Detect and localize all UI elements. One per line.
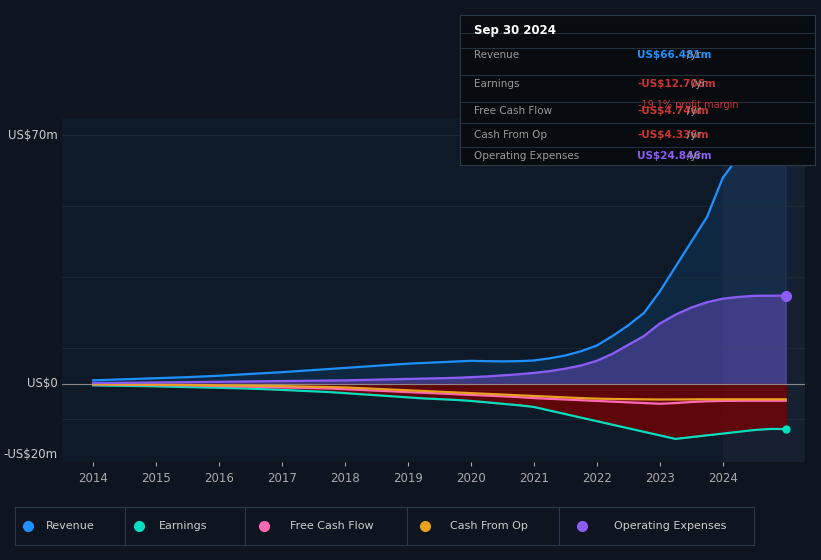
Text: -19.1% profit margin: -19.1% profit margin: [637, 100, 738, 110]
Text: US$66.481m: US$66.481m: [637, 50, 712, 60]
Text: Free Cash Flow: Free Cash Flow: [475, 106, 553, 116]
Text: Free Cash Flow: Free Cash Flow: [291, 521, 374, 531]
Text: /yr: /yr: [687, 151, 701, 161]
Text: Cash From Op: Cash From Op: [475, 130, 548, 140]
Text: -US$20m: -US$20m: [4, 449, 57, 461]
Text: /yr: /yr: [687, 50, 701, 60]
Text: Earnings: Earnings: [475, 79, 520, 89]
Text: Sep 30 2024: Sep 30 2024: [475, 24, 556, 37]
Text: Earnings: Earnings: [158, 521, 207, 531]
Text: Operating Expenses: Operating Expenses: [613, 521, 726, 531]
Text: Cash From Op: Cash From Op: [450, 521, 527, 531]
Text: /yr: /yr: [692, 79, 706, 89]
Text: /yr: /yr: [687, 130, 701, 140]
Text: US$70m: US$70m: [8, 129, 57, 142]
Bar: [722, 118, 805, 462]
Text: US$0: US$0: [27, 377, 57, 390]
Text: /yr: /yr: [687, 106, 701, 116]
Text: -US$12.706m: -US$12.706m: [637, 79, 716, 89]
Text: -US$4.336m: -US$4.336m: [637, 130, 709, 140]
Text: US$24.846m: US$24.846m: [637, 151, 712, 161]
Text: Operating Expenses: Operating Expenses: [475, 151, 580, 161]
Text: Revenue: Revenue: [46, 521, 94, 531]
Text: -US$4.746m: -US$4.746m: [637, 106, 709, 116]
Text: Revenue: Revenue: [475, 50, 520, 60]
